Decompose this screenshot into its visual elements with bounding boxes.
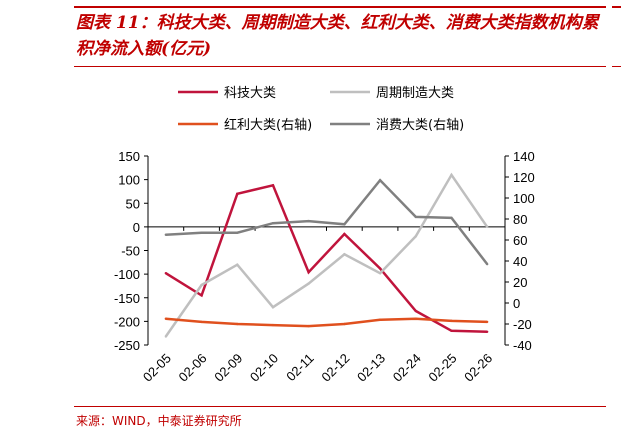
y-left-tick-label: -200 [114, 314, 140, 329]
source-note: 来源：WIND，中泰证券研究所 [76, 414, 242, 428]
y-right-tick-label: 120 [513, 170, 535, 185]
series-line-3 [165, 317, 488, 328]
y-left-tick-label: -150 [114, 291, 140, 306]
series-3-point [450, 319, 453, 323]
x-tick-label: 02-24 [390, 351, 424, 385]
series-2-point [450, 173, 453, 177]
y-left-tick-label: 100 [118, 173, 140, 188]
series-4-point [236, 231, 239, 234]
series-1-point [307, 271, 310, 274]
x-tick-label: 02-11 [283, 351, 316, 384]
series-1-point [343, 232, 346, 236]
legend-label-4: 消费大类(右轴) [376, 118, 464, 133]
edge-mark-mid [612, 66, 621, 67]
series-1-point [450, 329, 453, 333]
y-left-tick-label: 50 [126, 196, 140, 211]
x-tick-label: 02-06 [176, 351, 210, 385]
series-1-point [271, 184, 275, 187]
series-4-point [485, 262, 489, 266]
series-3-point [485, 320, 489, 324]
y-left-tick-label: -100 [114, 267, 140, 282]
y-right-tick-label: 140 [513, 149, 535, 164]
title-top-rule [74, 6, 606, 8]
series-4-point [307, 219, 310, 223]
series-4-point [343, 223, 346, 226]
series-3-point [200, 320, 203, 324]
series-2-point [414, 235, 417, 238]
series-3-point [414, 317, 417, 320]
y-right-tick-label: -40 [513, 338, 532, 353]
y-right-tick-label: 20 [513, 275, 527, 290]
series-line-2 [164, 172, 489, 338]
y-right-tick-label: 60 [513, 233, 527, 248]
x-tick-label: 02-05 [140, 351, 174, 385]
source-rule [74, 406, 606, 407]
x-tick-label: 02-13 [354, 351, 388, 385]
edge-mark-top [612, 6, 621, 8]
series-line-1 [165, 183, 488, 334]
series-2-point [200, 283, 203, 287]
y-left-tick-label: 0 [133, 220, 140, 235]
x-tick-label: 02-12 [318, 351, 352, 385]
y-left-tick-label: 150 [118, 149, 140, 164]
series-line-4 [165, 178, 489, 265]
series-1-point [164, 271, 168, 275]
y-right-tick-label: -20 [513, 317, 532, 332]
y-right-tick-label: 0 [513, 296, 520, 311]
x-tick-label: 02-09 [211, 351, 245, 385]
y-left-tick-label: -50 [121, 244, 140, 259]
series-2-point [236, 263, 239, 266]
series-1-point [485, 330, 489, 333]
series-3-point [378, 318, 382, 321]
series-3-point [271, 323, 275, 327]
series-4-point [414, 215, 417, 219]
y-right-tick-label: 80 [513, 212, 527, 227]
series-3-point [236, 322, 239, 326]
series-2-point [485, 225, 489, 229]
legend-label-3: 红利大类(右轴) [224, 117, 312, 133]
series-3-point [307, 324, 310, 328]
legend-label-2: 周期制造大类 [376, 86, 454, 101]
x-tick-label: 02-10 [247, 351, 281, 385]
chart-title: 图表 11：科技大类、周期制造大类、红利大类、消费大类指数机构累积净流入额(亿元… [76, 13, 599, 59]
series-1-point [414, 309, 417, 313]
y-left-tick-label: -250 [114, 338, 140, 353]
series-1-point [378, 267, 382, 270]
series-4-point [200, 231, 203, 234]
series-2-point [307, 282, 310, 285]
series-4-point [378, 178, 382, 182]
y-right-tick-label: 100 [513, 191, 535, 206]
series-4-point [450, 216, 453, 220]
series-4-point [164, 233, 168, 236]
x-tick-label: 02-25 [425, 351, 459, 385]
series-2-point [343, 253, 346, 256]
series-3-point [164, 317, 168, 320]
x-tick-label: 02-26 [461, 351, 495, 385]
series-2-point [378, 271, 382, 275]
y-right-tick-label: 40 [513, 254, 527, 269]
series-2-point [271, 306, 275, 309]
legend-label-1: 科技大类 [224, 86, 276, 101]
series-1-point [200, 294, 203, 297]
series-2-point [164, 335, 168, 338]
series-3-point [343, 322, 346, 326]
title-bottom-rule [74, 66, 606, 67]
series-1-point [236, 192, 239, 195]
series-4-point [271, 222, 275, 225]
